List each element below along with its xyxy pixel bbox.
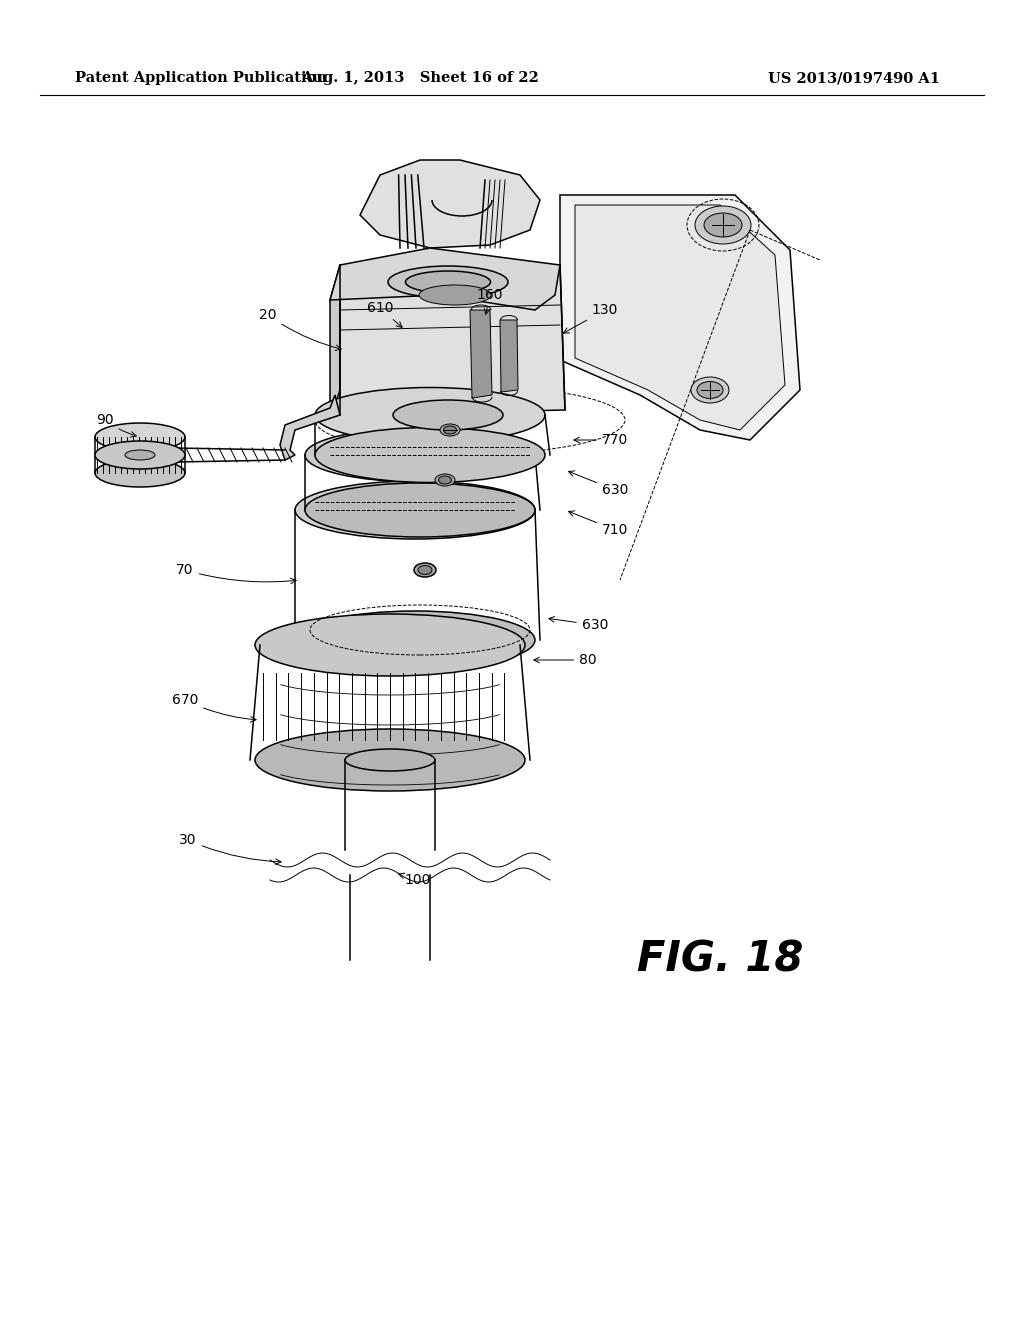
Ellipse shape xyxy=(305,483,535,537)
Ellipse shape xyxy=(95,459,185,487)
Ellipse shape xyxy=(691,378,729,403)
Ellipse shape xyxy=(695,206,751,244)
Ellipse shape xyxy=(414,564,436,577)
Ellipse shape xyxy=(125,450,155,459)
Ellipse shape xyxy=(95,441,185,469)
Ellipse shape xyxy=(345,748,435,771)
Text: 770: 770 xyxy=(573,433,628,447)
Text: Patent Application Publication: Patent Application Publication xyxy=(75,71,327,84)
Text: 30: 30 xyxy=(179,833,282,865)
Ellipse shape xyxy=(295,611,535,669)
Ellipse shape xyxy=(393,400,503,430)
Polygon shape xyxy=(360,160,540,248)
Ellipse shape xyxy=(315,428,545,483)
Polygon shape xyxy=(575,205,785,430)
Text: US 2013/0197490 A1: US 2013/0197490 A1 xyxy=(768,71,940,84)
Text: 20: 20 xyxy=(259,308,341,351)
Text: 90: 90 xyxy=(96,413,136,437)
Polygon shape xyxy=(470,310,492,399)
Ellipse shape xyxy=(255,614,525,676)
Polygon shape xyxy=(330,248,560,310)
Text: 630: 630 xyxy=(549,616,608,632)
Ellipse shape xyxy=(406,271,490,293)
Ellipse shape xyxy=(419,285,490,305)
Ellipse shape xyxy=(418,565,432,574)
Ellipse shape xyxy=(305,428,535,482)
Text: 610: 610 xyxy=(367,301,402,327)
Ellipse shape xyxy=(438,477,452,484)
Text: Aug. 1, 2013   Sheet 16 of 22: Aug. 1, 2013 Sheet 16 of 22 xyxy=(301,71,539,84)
Ellipse shape xyxy=(435,474,455,486)
Polygon shape xyxy=(330,265,340,420)
Text: 710: 710 xyxy=(568,511,628,537)
Ellipse shape xyxy=(95,422,185,451)
Text: FIG. 18: FIG. 18 xyxy=(637,939,803,981)
Ellipse shape xyxy=(705,213,742,238)
Ellipse shape xyxy=(697,381,723,399)
Ellipse shape xyxy=(443,426,457,434)
Text: 670: 670 xyxy=(172,693,256,722)
Ellipse shape xyxy=(255,729,525,791)
Ellipse shape xyxy=(440,424,460,436)
Text: 630: 630 xyxy=(568,471,628,498)
Text: 70: 70 xyxy=(176,564,296,583)
Polygon shape xyxy=(500,319,518,392)
Ellipse shape xyxy=(388,267,508,298)
Ellipse shape xyxy=(315,388,545,442)
Polygon shape xyxy=(280,395,340,459)
Polygon shape xyxy=(560,195,800,440)
Text: 160: 160 xyxy=(477,288,503,314)
Text: 80: 80 xyxy=(534,653,597,667)
Text: 130: 130 xyxy=(563,304,618,333)
Polygon shape xyxy=(340,265,565,414)
Ellipse shape xyxy=(295,480,535,539)
Text: 100: 100 xyxy=(398,873,431,887)
